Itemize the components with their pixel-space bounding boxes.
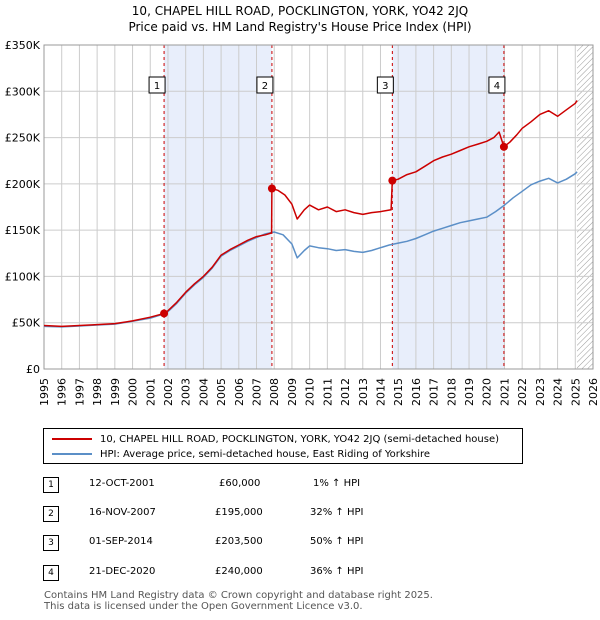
y-tick-label: £100K [5, 270, 41, 283]
x-tick-label: 2000 [127, 378, 140, 406]
x-tick-label: 2019 [463, 378, 476, 406]
x-tick-label: 2004 [197, 378, 210, 406]
x-tick-label: 2012 [339, 378, 352, 406]
x-tick-label: 2003 [180, 378, 193, 406]
x-tick-label: 2011 [321, 378, 334, 406]
sale-number-badge: 1 [43, 477, 59, 493]
ownership-shade [392, 45, 504, 369]
sale-number-badge: 4 [43, 565, 59, 581]
footer-line1: Contains HM Land Registry data © Crown c… [44, 590, 433, 601]
x-tick-label: 2001 [144, 378, 157, 406]
x-tick-label: 1996 [56, 378, 69, 406]
plot-area [44, 45, 593, 369]
x-tick-label: 2024 [552, 378, 565, 406]
x-tick-label: 2010 [304, 378, 317, 406]
x-tick-label: 2026 [587, 378, 600, 406]
y-tick-label: £50K [12, 317, 41, 330]
sale-price: £240,000 [215, 566, 263, 577]
sale-label-number: 2 [262, 81, 268, 92]
x-tick-label: 2014 [374, 378, 387, 406]
sale-date: 01-SEP-2014 [89, 536, 153, 547]
legend-label-hpi: HPI: Average price, semi-detached house,… [100, 448, 431, 460]
x-tick-label: 1997 [73, 378, 86, 406]
legend-line-hpi [52, 453, 92, 455]
x-tick-label: 2018 [445, 378, 458, 406]
y-tick-label: £250K [5, 132, 41, 145]
plot-frame [43, 44, 594, 370]
sale-number-badge: 3 [43, 535, 59, 551]
sale-point [499, 142, 508, 151]
forecast-hatch [577, 45, 593, 369]
x-tick-label: 1998 [91, 378, 104, 406]
sale-date: 16-NOV-2007 [89, 507, 156, 518]
sale-label-box [376, 76, 394, 94]
footer-line2: This data is licensed under the Open Gov… [44, 601, 363, 612]
sale-label-box [256, 76, 274, 94]
sale-date: 21-DEC-2020 [89, 566, 156, 577]
x-tick-label: 2006 [233, 378, 246, 406]
sale-point [388, 176, 397, 185]
chart-title-line2: Price paid vs. HM Land Registry's House … [128, 20, 472, 34]
y-tick-label: £150K [5, 224, 41, 237]
sale-label-box [488, 76, 506, 94]
sale-price: £60,000 [219, 478, 261, 489]
table-row: 2 16-NOV-2007 £195,000 32% ↑ HPI [43, 505, 403, 525]
x-tick-label: 2025 [569, 378, 582, 406]
x-tick-label: 2021 [498, 378, 511, 406]
x-tick-label: 2023 [534, 378, 547, 406]
legend-label-property: 10, CHAPEL HILL ROAD, POCKLINGTON, YORK,… [100, 433, 500, 445]
table-row: 3 01-SEP-2014 £203,500 50% ↑ HPI [43, 534, 403, 554]
legend-line-property [52, 438, 92, 440]
price-chart: £0 £50K £100K £150K £200K £250K £300K £350K 1995… [5, 39, 600, 406]
sale-price: £195,000 [215, 507, 263, 518]
ownership-shade [164, 45, 272, 369]
x-tick-label: 2015 [392, 378, 405, 406]
y-tick-label: £200K [5, 178, 41, 191]
sale-label-number: 1 [154, 81, 160, 92]
y-tick-label: £300K [5, 85, 41, 98]
sale-label-box [148, 76, 166, 94]
sale-point [160, 309, 169, 318]
x-tick-label: 2009 [286, 378, 299, 406]
table-row: 4 21-DEC-2020 £240,000 36% ↑ HPI [43, 564, 403, 584]
legend-item-property: 10, CHAPEL HILL ROAD, POCKLINGTON, YORK,… [52, 432, 499, 446]
sale-price: £203,500 [215, 536, 263, 547]
chart-title-line1: 10, CHAPEL HILL ROAD, POCKLINGTON, YORK,… [131, 4, 469, 18]
x-tick-label: 2020 [481, 378, 494, 406]
x-tick-label: 2016 [410, 378, 423, 406]
x-tick-label: 2013 [357, 378, 370, 406]
legend-item-hpi: HPI: Average price, semi-detached house,… [52, 447, 430, 461]
sale-hpi-change: 1% ↑ HPI [313, 478, 361, 489]
sale-hpi-change: 32% ↑ HPI [310, 507, 364, 518]
sale-hpi-change: 50% ↑ HPI [310, 536, 364, 547]
sale-point [267, 184, 276, 193]
x-tick-label: 2008 [268, 378, 281, 406]
chart-legend: 10, CHAPEL HILL ROAD, POCKLINGTON, YORK,… [43, 428, 523, 464]
x-tick-label: 2002 [162, 378, 175, 406]
y-tick-label: £350K [5, 39, 41, 52]
sale-label-number: 3 [382, 81, 388, 92]
y-tick-label: £0 [26, 363, 40, 376]
x-tick-label: 2017 [428, 378, 441, 406]
x-tick-label: 1999 [109, 378, 122, 406]
sale-date: 12-OCT-2001 [89, 478, 155, 489]
table-row: 1 12-OCT-2001 £60,000 1% ↑ HPI [43, 476, 403, 496]
sale-label-number: 4 [494, 81, 500, 92]
footer-attribution: Contains HM Land Registry data © Crown c… [44, 590, 433, 612]
sale-hpi-change: 36% ↑ HPI [310, 566, 364, 577]
x-tick-label: 2022 [516, 378, 529, 406]
x-tick-label: 2007 [251, 378, 264, 406]
x-tick-label: 2005 [215, 378, 228, 406]
x-tick-label: 1995 [38, 378, 51, 406]
sale-number-badge: 2 [43, 506, 59, 522]
